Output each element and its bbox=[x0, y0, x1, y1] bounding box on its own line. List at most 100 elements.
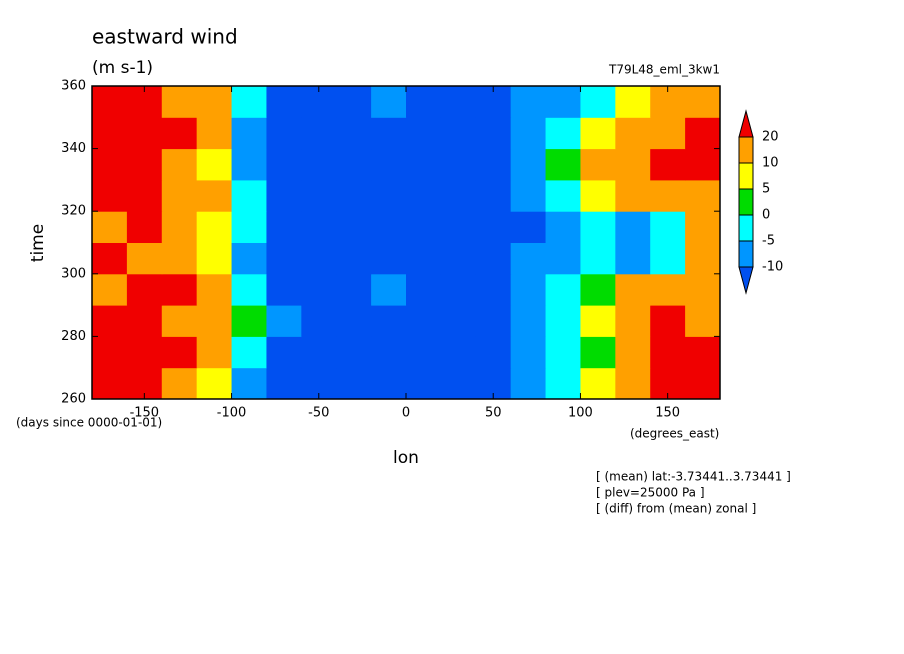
cell bbox=[406, 336, 442, 369]
cell bbox=[336, 273, 372, 306]
cell bbox=[92, 148, 128, 181]
cell bbox=[440, 179, 477, 212]
cell bbox=[196, 336, 233, 369]
cell bbox=[336, 148, 372, 181]
cell bbox=[406, 242, 442, 275]
cell bbox=[336, 305, 372, 337]
x-tick-label: 50 bbox=[485, 406, 502, 421]
cell bbox=[406, 86, 442, 118]
cell bbox=[161, 273, 198, 306]
cell bbox=[475, 211, 512, 243]
cell bbox=[371, 273, 407, 306]
cell bbox=[545, 273, 581, 306]
cell bbox=[231, 367, 267, 400]
cell bbox=[510, 86, 547, 118]
colorbar-arrow bbox=[738, 266, 754, 295]
cell bbox=[510, 148, 547, 181]
cell bbox=[650, 336, 686, 369]
cell bbox=[266, 148, 302, 181]
cell bbox=[371, 211, 407, 243]
cell bbox=[301, 273, 337, 306]
cell bbox=[92, 86, 128, 118]
cell bbox=[650, 117, 686, 150]
cell bbox=[371, 305, 407, 337]
cell bbox=[301, 117, 337, 150]
chart-units: (m s-1) bbox=[92, 58, 153, 78]
cell bbox=[92, 336, 128, 369]
cell bbox=[475, 179, 512, 212]
cell bbox=[126, 211, 163, 243]
cell bbox=[580, 148, 616, 181]
cell bbox=[406, 117, 442, 150]
cell bbox=[92, 273, 128, 306]
cell bbox=[301, 211, 337, 243]
cell bbox=[510, 117, 547, 150]
x-units: (degrees_east) bbox=[630, 427, 719, 441]
x-tick-label: -50 bbox=[308, 406, 329, 421]
cell bbox=[92, 305, 128, 337]
colorbar-label: 5 bbox=[762, 182, 770, 197]
cell bbox=[161, 336, 198, 369]
cell bbox=[685, 148, 721, 181]
cell bbox=[266, 242, 302, 275]
cell bbox=[196, 86, 233, 118]
cell bbox=[510, 211, 547, 243]
note: [ plev=25000 Pa ] bbox=[596, 486, 705, 500]
cell bbox=[615, 305, 651, 337]
cell bbox=[580, 273, 616, 306]
cell bbox=[231, 148, 267, 181]
cell bbox=[545, 211, 581, 243]
cell bbox=[580, 179, 616, 212]
cell bbox=[475, 148, 512, 181]
cell bbox=[440, 211, 477, 243]
cell bbox=[266, 305, 302, 337]
cell bbox=[336, 117, 372, 150]
note: [ (diff) from (mean) zonal ] bbox=[596, 502, 756, 516]
cell bbox=[231, 273, 267, 306]
cell bbox=[406, 305, 442, 337]
cell bbox=[510, 179, 547, 212]
cell bbox=[510, 367, 547, 400]
cell bbox=[685, 179, 721, 212]
colorbar-arrow bbox=[738, 109, 754, 138]
cell bbox=[440, 336, 477, 369]
cell bbox=[301, 148, 337, 181]
cell bbox=[580, 305, 616, 337]
cell bbox=[615, 242, 651, 275]
cell bbox=[371, 367, 407, 400]
cell bbox=[231, 242, 267, 275]
cell bbox=[336, 86, 372, 118]
cell bbox=[196, 242, 233, 275]
cell bbox=[266, 336, 302, 369]
run-label: T79L48_eml_3kw1 bbox=[608, 63, 720, 77]
cell bbox=[615, 179, 651, 212]
cell bbox=[440, 305, 477, 337]
cell bbox=[545, 86, 581, 118]
cell bbox=[475, 117, 512, 150]
cell bbox=[92, 117, 128, 150]
cell bbox=[196, 148, 233, 181]
cell bbox=[650, 179, 686, 212]
cell bbox=[406, 148, 442, 181]
cell bbox=[615, 273, 651, 306]
cell bbox=[545, 117, 581, 150]
x-tick-label: -150 bbox=[130, 406, 160, 421]
cell bbox=[266, 86, 302, 118]
cell bbox=[126, 117, 163, 150]
cell bbox=[580, 86, 616, 118]
cell bbox=[126, 273, 163, 306]
cell bbox=[92, 367, 128, 400]
cell bbox=[475, 242, 512, 275]
cell bbox=[231, 117, 267, 150]
cell bbox=[615, 148, 651, 181]
cell bbox=[266, 367, 302, 400]
cell bbox=[475, 305, 512, 337]
cell bbox=[266, 179, 302, 212]
cell bbox=[440, 148, 477, 181]
cell bbox=[126, 336, 163, 369]
note: [ (mean) lat:-3.73441..3.73441 ] bbox=[596, 470, 791, 484]
cell bbox=[685, 367, 721, 400]
colorbar-label: -5 bbox=[762, 234, 775, 249]
cell bbox=[406, 367, 442, 400]
